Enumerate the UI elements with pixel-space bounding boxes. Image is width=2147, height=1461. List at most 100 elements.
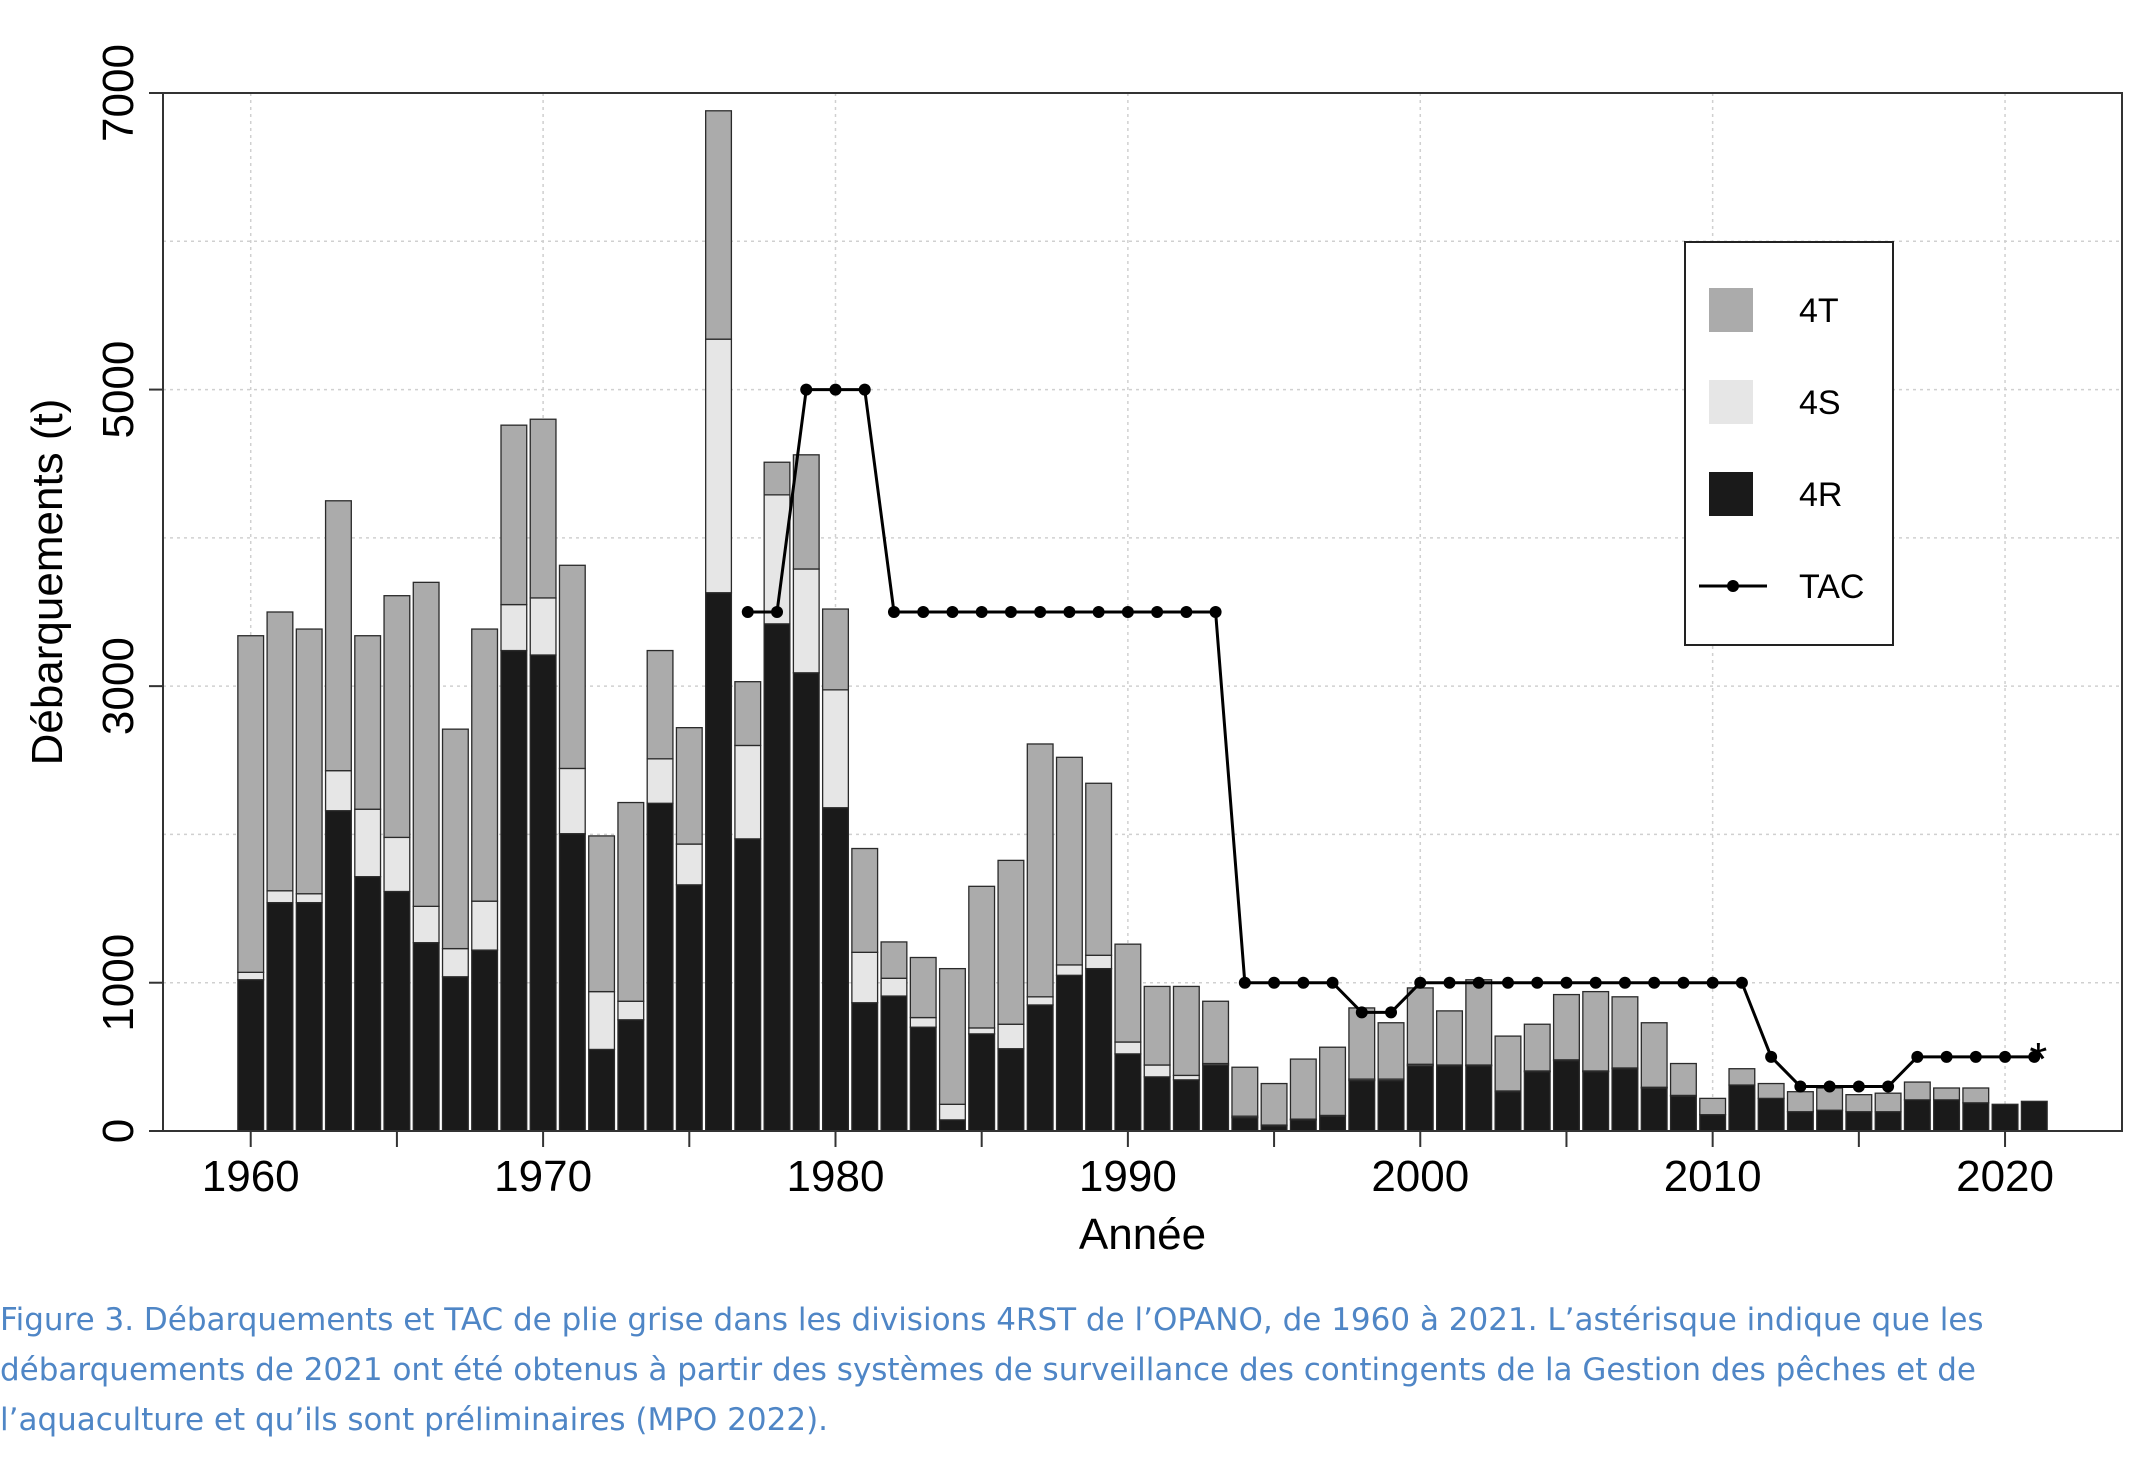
figure-caption: Figure 3. Débarquements et TAC de plie g… [0, 1302, 1984, 1438]
bar-segment [1143, 985, 1171, 1066]
bar-segment [617, 1019, 645, 1132]
legend-swatch [1709, 472, 1753, 516]
bar-segment [734, 744, 762, 840]
bar-segment [1055, 974, 1083, 1132]
tac-point [771, 606, 784, 618]
bar-segment [1845, 1111, 1873, 1132]
bar-segment [1465, 1065, 1493, 1132]
tac-point [1969, 1050, 1982, 1063]
bar-segment [354, 876, 382, 1132]
bar-segment [324, 500, 352, 772]
bar-segment [412, 581, 440, 907]
legend-marker [1727, 580, 1739, 592]
legend-label: TAC [1799, 568, 1864, 606]
bar-segment [1172, 1074, 1200, 1081]
bar-segment [1669, 1062, 1697, 1097]
bar-segment [1114, 1041, 1142, 1055]
bar-segment [383, 595, 411, 839]
bar-segment [938, 1103, 966, 1121]
bar-segment [354, 635, 382, 810]
bar-segment [324, 770, 352, 812]
bar-segment [646, 802, 674, 1132]
bar-segment [909, 1016, 937, 1028]
bar-segment [1552, 993, 1580, 1061]
tac-point [1501, 976, 1514, 989]
bar-segment [266, 901, 294, 1132]
tac-point [946, 606, 959, 618]
bar-segment [705, 592, 733, 1132]
tac-point [1472, 976, 1485, 989]
bar-segment [295, 893, 323, 904]
tac-point [858, 383, 871, 396]
x-tick-label: 1990 [1079, 1152, 1177, 1201]
bar-segment [1319, 1046, 1347, 1117]
legend-label: 4R [1799, 476, 1842, 514]
bar-segment [266, 611, 294, 892]
tac-point [1940, 1050, 1953, 1063]
bar-segment [1231, 1117, 1259, 1132]
bar-segment [1348, 1007, 1376, 1080]
bar-segment [1757, 1097, 1785, 1132]
bar-segment [237, 635, 265, 973]
tac-point [1121, 606, 1134, 618]
bar-segment [734, 838, 762, 1132]
bar-segment [1085, 782, 1113, 956]
tac-point [1999, 1050, 2012, 1063]
y-axis-label: Débarquements (t) [23, 399, 72, 766]
bar-segment [646, 649, 674, 760]
bar-segment [821, 608, 850, 691]
bar-segment [821, 807, 850, 1132]
tac-point [1677, 976, 1690, 989]
bar-segment [1494, 1035, 1522, 1092]
bar-segment [2020, 1100, 2048, 1132]
tac-point [1706, 976, 1719, 989]
bar-segment [1640, 1022, 1668, 1088]
bar-segment [1055, 964, 1083, 976]
tac-point [1823, 1080, 1836, 1093]
tac-point [1385, 1006, 1398, 1019]
bar-segment [237, 971, 265, 981]
bar-segment [412, 905, 440, 944]
bar-segment [471, 628, 499, 902]
tac-point [1531, 976, 1544, 989]
bar-segment [968, 885, 996, 1029]
bar-segment [266, 890, 294, 904]
bar-segment [1377, 1079, 1405, 1132]
legend-swatch [1709, 380, 1753, 424]
tac-point [1063, 606, 1076, 618]
bar-segment [617, 801, 645, 1002]
bar-segment [909, 1026, 937, 1132]
bar-segment [938, 1119, 966, 1132]
bar-segment [1348, 1079, 1376, 1132]
y-tick-label: 1000 [94, 934, 143, 1032]
legend-label: 4S [1799, 384, 1841, 422]
bar-segment [441, 947, 469, 978]
bar-segment [646, 758, 674, 804]
bar-segment [1903, 1099, 1931, 1132]
bar-segment [1085, 954, 1113, 970]
bar-segment [1260, 1082, 1288, 1126]
bar-segment [1933, 1099, 1961, 1132]
bar-segment [1026, 743, 1054, 998]
bar-segment [1231, 1066, 1259, 1117]
legend-swatch [1709, 288, 1753, 332]
bar-segment [441, 976, 469, 1132]
x-tick-label: 1970 [494, 1152, 592, 1201]
tac-point [1034, 606, 1047, 618]
tac-point [2028, 1050, 2041, 1063]
tac-point [1297, 976, 1310, 989]
tac-point [1151, 606, 1164, 618]
tac-point [1589, 976, 1602, 989]
bar-segment [558, 564, 586, 770]
tac-point [1852, 1080, 1865, 1093]
y-tick-label: 7000 [94, 44, 143, 142]
x-tick-label: 2010 [1664, 1152, 1762, 1201]
bar-segment [1172, 1079, 1200, 1132]
bar-segment [1582, 990, 1610, 1072]
bar-segment [1435, 1065, 1464, 1132]
bar-segment [675, 727, 703, 845]
bar-segment [968, 1027, 996, 1035]
bar-segment [1085, 967, 1113, 1132]
legend-label: 4T [1799, 292, 1839, 330]
